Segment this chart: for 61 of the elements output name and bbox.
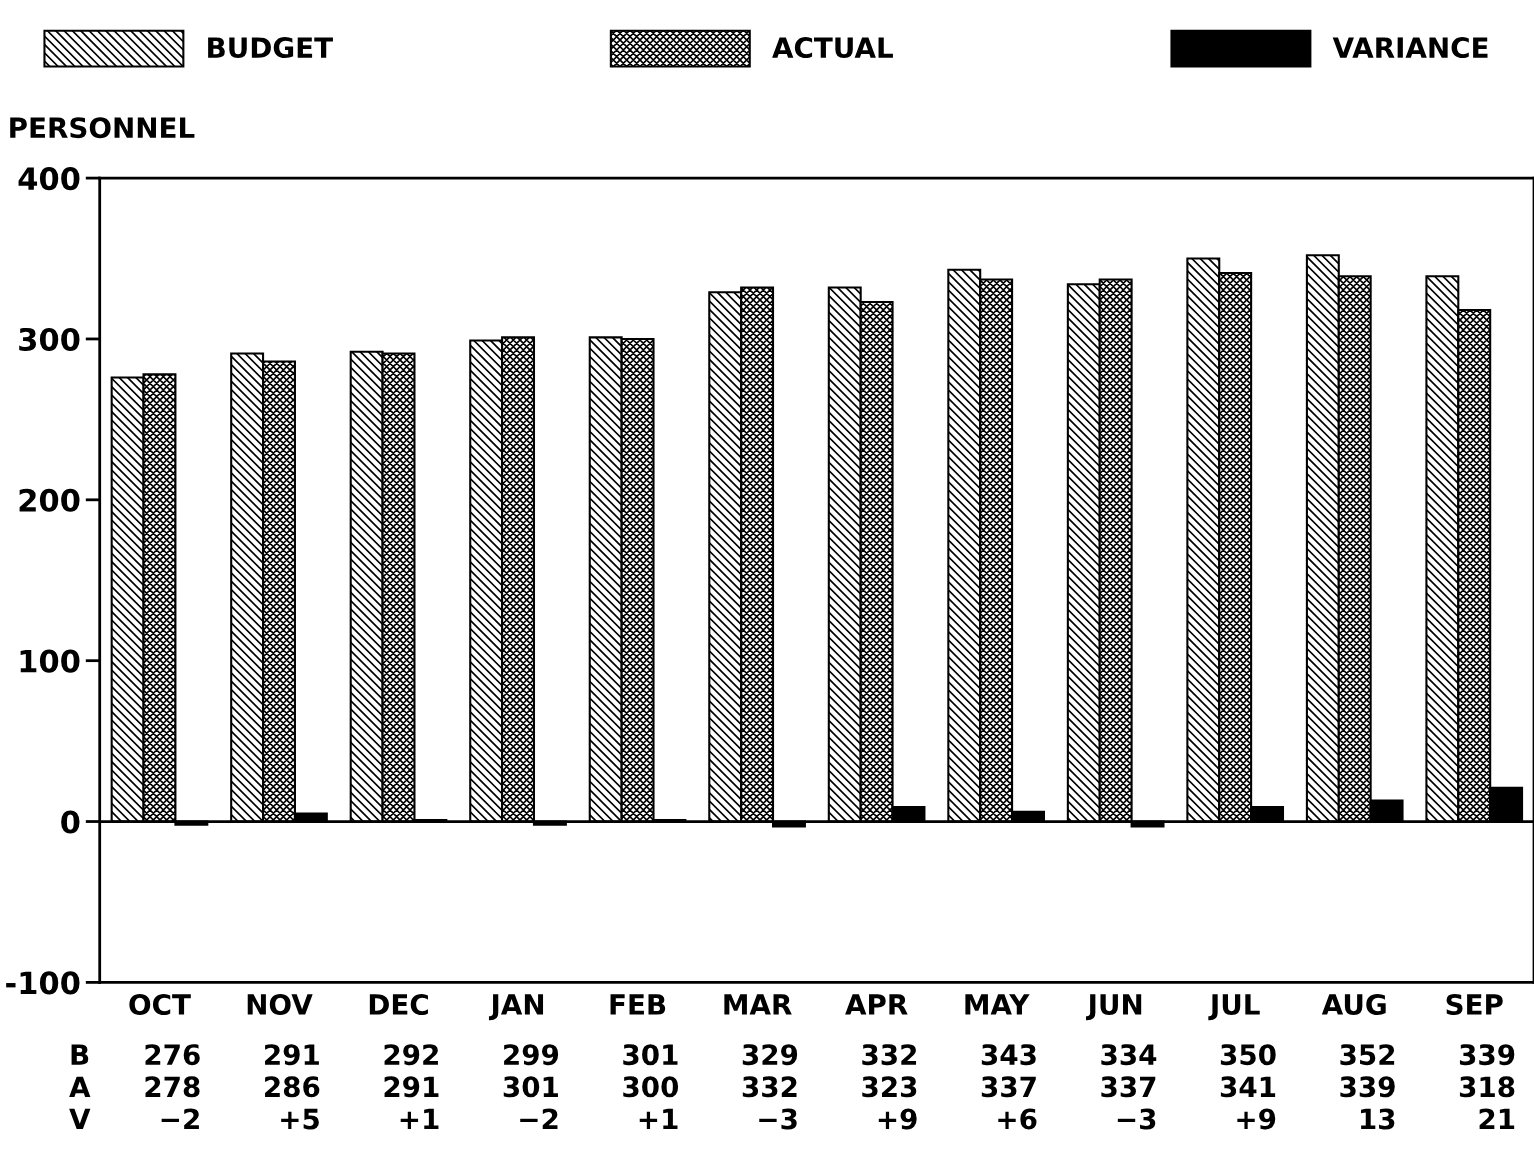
legend-label: ACTUAL <box>772 37 893 59</box>
data-label: 286 <box>265 1076 320 1098</box>
data-label: 334 <box>1101 1044 1157 1066</box>
y-tick-label: -100 <box>6 971 80 995</box>
data-label: +1 <box>639 1108 678 1130</box>
data-label: 301 <box>503 1076 558 1098</box>
x-tick-label: SEP <box>1446 994 1503 1016</box>
data-label: +9 <box>1237 1108 1276 1130</box>
text: B <box>71 1044 89 1065</box>
data-label: 332 <box>862 1044 917 1066</box>
data-label: 339 <box>1459 1044 1515 1066</box>
data-label: 352 <box>1340 1044 1395 1066</box>
data-label: 329 <box>742 1044 798 1066</box>
x-tick-label: JAN <box>488 994 544 1021</box>
text: V <box>69 1108 91 1130</box>
y-tick-label: 300 <box>19 327 80 351</box>
data-label: 341 <box>1220 1076 1276 1098</box>
y-tick-label: 100 <box>20 649 80 673</box>
x-tick-label: OCT <box>129 994 191 1016</box>
data-label: +1 <box>400 1108 439 1130</box>
data-label: +6 <box>998 1108 1037 1130</box>
y-tick-label: 0 <box>61 810 80 834</box>
data-label: 21 <box>1479 1108 1515 1130</box>
y-tick-label: 400 <box>18 167 80 191</box>
data-label: 337 <box>1101 1076 1156 1098</box>
data-label: 350 <box>1220 1044 1276 1066</box>
x-tick-label: MAR <box>724 994 792 1015</box>
x-tick-label: FEB <box>610 994 666 1015</box>
data-label: +9 <box>878 1108 917 1130</box>
data-label: 291 <box>384 1076 439 1098</box>
x-tick-label: APR <box>845 994 908 1015</box>
text: A <box>69 1076 91 1097</box>
data-label: 323 <box>862 1076 917 1098</box>
data-label: −3 <box>1117 1108 1156 1130</box>
data-label: 13 <box>1361 1108 1395 1130</box>
legend-label: BUDGET <box>208 37 333 59</box>
y-tick-label: 200 <box>19 488 80 512</box>
data-label: 292 <box>384 1044 438 1066</box>
x-tick-label: JUN <box>1086 994 1142 1021</box>
x-tick-label: NOV <box>247 994 313 1016</box>
data-label: +5 <box>281 1108 319 1130</box>
data-label: 300 <box>623 1076 679 1098</box>
x-tick-label: MAY <box>965 994 1030 1015</box>
data-label: 301 <box>623 1044 678 1066</box>
legend-label: VARIANCE <box>1332 37 1488 59</box>
data-label: 291 <box>265 1044 319 1066</box>
y-axis-title: PERSONNEL <box>10 117 195 139</box>
data-label: −3 <box>759 1108 797 1130</box>
x-tick-label: DEC <box>369 994 428 1016</box>
x-tick-label: JUL <box>1208 994 1260 1021</box>
data-label: 318 <box>1459 1076 1515 1098</box>
data-label: 343 <box>981 1044 1036 1066</box>
x-tick-label: AUG <box>1321 994 1386 1016</box>
data-label: 339 <box>1340 1076 1395 1098</box>
data-label: 332 <box>742 1076 797 1098</box>
data-label: 278 <box>145 1076 200 1098</box>
data-label: 337 <box>981 1076 1036 1098</box>
data-label: −2 <box>161 1108 199 1130</box>
data-label: 276 <box>145 1044 200 1066</box>
data-label: 299 <box>504 1044 559 1066</box>
data-label: −2 <box>520 1108 558 1130</box>
